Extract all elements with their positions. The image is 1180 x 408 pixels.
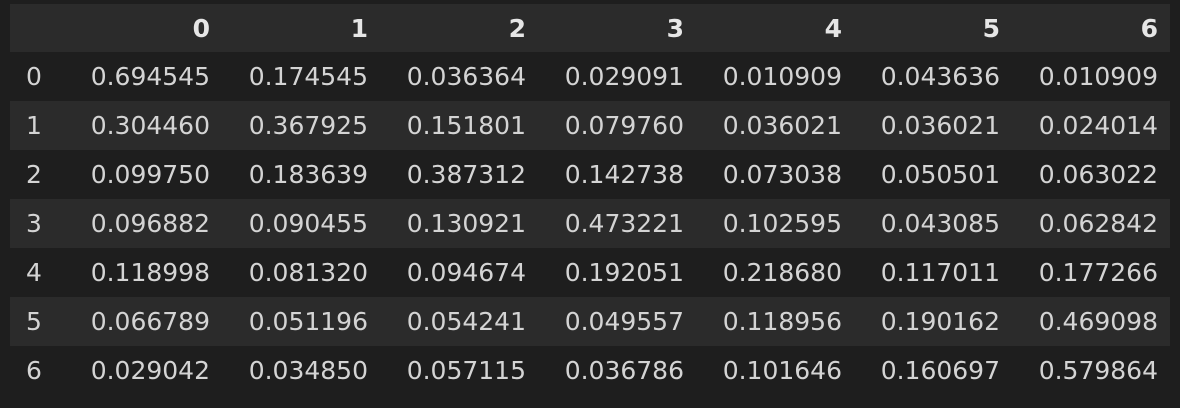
- table-cell: 0.151801: [406, 111, 526, 140]
- table-cell: 0.177266: [1038, 258, 1158, 287]
- column-header: 6: [1140, 13, 1158, 43]
- table-cell: 0.081320: [248, 258, 368, 287]
- table-cell: 0.579864: [1038, 356, 1158, 385]
- table-cell: 0.387312: [406, 160, 526, 189]
- table-row: 1 0.304460 0.367925 0.151801 0.079760 0.…: [10, 101, 1170, 150]
- table-cell: 0.036021: [880, 111, 1000, 140]
- table-cell: 0.034850: [248, 356, 368, 385]
- table-cell: 0.473221: [564, 209, 684, 238]
- table-cell: 0.118998: [90, 258, 210, 287]
- table-cell: 0.130921: [406, 209, 526, 238]
- table-cell: 0.043636: [880, 62, 1000, 91]
- table-cell: 0.057115: [406, 356, 526, 385]
- table-row: 6 0.029042 0.034850 0.057115 0.036786 0.…: [10, 346, 1170, 395]
- table-row: 3 0.096882 0.090455 0.130921 0.473221 0.…: [10, 199, 1170, 248]
- table-cell: 0.010909: [722, 62, 842, 91]
- table-cell: 0.090455: [248, 209, 368, 238]
- header-row: 0 1 2 3 4 5 6: [10, 4, 1170, 52]
- dataframe-output: 0 1 2 3 4 5 6 0 0.694545 0.174545 0.0363…: [10, 4, 1170, 395]
- table-cell: 0.036786: [564, 356, 684, 385]
- table-cell: 0.118956: [722, 307, 842, 336]
- table-cell: 0.054241: [406, 307, 526, 336]
- table-cell: 0.101646: [722, 356, 842, 385]
- table-row: 2 0.099750 0.183639 0.387312 0.142738 0.…: [10, 150, 1170, 199]
- table-cell: 0.117011: [880, 258, 1000, 287]
- column-header: 1: [350, 13, 368, 43]
- table-cell: 0.469098: [1038, 307, 1158, 336]
- table-cell: 0.160697: [880, 356, 1000, 385]
- table-cell: 0.192051: [564, 258, 684, 287]
- dataframe-table: 0 1 2 3 4 5 6 0 0.694545 0.174545 0.0363…: [10, 4, 1170, 395]
- row-index: 4: [26, 258, 42, 287]
- table-row: 0 0.694545 0.174545 0.036364 0.029091 0.…: [10, 52, 1170, 101]
- table-cell: 0.049557: [564, 307, 684, 336]
- table-cell: 0.304460: [90, 111, 210, 140]
- row-index: 1: [26, 111, 42, 140]
- table-cell: 0.062842: [1038, 209, 1158, 238]
- table-cell: 0.063022: [1038, 160, 1158, 189]
- table-cell: 0.174545: [248, 62, 368, 91]
- table-cell: 0.183639: [248, 160, 368, 189]
- table-cell: 0.010909: [1038, 62, 1158, 91]
- column-header: 3: [666, 13, 684, 43]
- table-cell: 0.036364: [406, 62, 526, 91]
- table-cell: 0.029042: [90, 356, 210, 385]
- column-header: 2: [508, 13, 526, 43]
- column-header: 0: [192, 13, 210, 43]
- table-cell: 0.051196: [248, 307, 368, 336]
- row-index: 6: [26, 356, 42, 385]
- table-cell: 0.094674: [406, 258, 526, 287]
- table-cell: 0.190162: [880, 307, 1000, 336]
- row-index: 0: [26, 62, 42, 91]
- table-cell: 0.050501: [880, 160, 1000, 189]
- table-cell: 0.073038: [722, 160, 842, 189]
- table-row: 5 0.066789 0.051196 0.054241 0.049557 0.…: [10, 297, 1170, 346]
- table-cell: 0.218680: [722, 258, 842, 287]
- table-cell: 0.096882: [90, 209, 210, 238]
- row-index: 5: [26, 307, 42, 336]
- table-cell: 0.066789: [90, 307, 210, 336]
- row-index: 2: [26, 160, 42, 189]
- table-cell: 0.367925: [248, 111, 368, 140]
- table-cell: 0.024014: [1038, 111, 1158, 140]
- table-row: 4 0.118998 0.081320 0.094674 0.192051 0.…: [10, 248, 1170, 297]
- table-cell: 0.029091: [564, 62, 684, 91]
- table-cell: 0.079760: [564, 111, 684, 140]
- table-cell: 0.099750: [90, 160, 210, 189]
- column-header: 5: [982, 13, 1000, 43]
- index-header-cell: [10, 4, 64, 52]
- row-index: 3: [26, 209, 42, 238]
- table-cell: 0.043085: [880, 209, 1000, 238]
- table-cell: 0.142738: [564, 160, 684, 189]
- table-cell: 0.036021: [722, 111, 842, 140]
- column-header: 4: [824, 13, 842, 43]
- table-cell: 0.102595: [722, 209, 842, 238]
- table-cell: 0.694545: [90, 62, 210, 91]
